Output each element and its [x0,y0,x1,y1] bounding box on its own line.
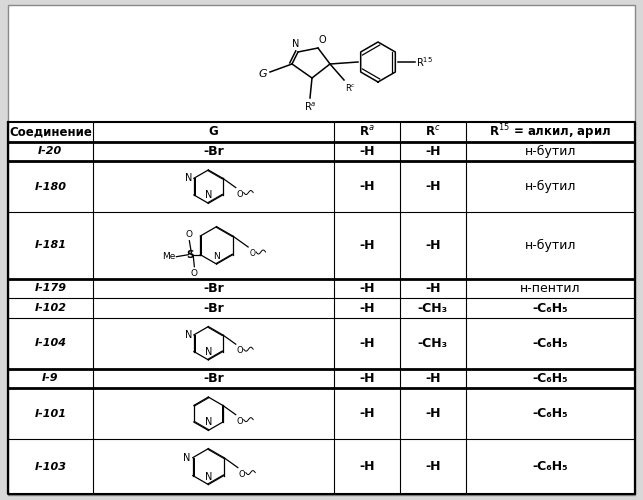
Text: O: O [237,346,243,355]
Text: N: N [204,418,212,428]
Text: N: N [185,174,192,184]
Text: N: N [293,39,300,49]
Text: -Br: -Br [203,302,224,314]
Text: -H: -H [425,407,440,420]
Text: -H: -H [359,372,375,385]
Text: -H: -H [359,336,375,349]
Text: I-180: I-180 [34,182,66,192]
Text: -Br: -Br [203,145,224,158]
Text: -C₆H₅: -C₆H₅ [532,372,568,385]
Text: -C₆H₅: -C₆H₅ [532,460,568,473]
Text: -H: -H [359,239,375,252]
Text: Соединение: Соединение [9,126,92,138]
Text: -H: -H [359,145,375,158]
Text: O: O [186,230,193,238]
Text: N: N [213,252,220,261]
Text: I-9: I-9 [42,374,59,384]
Text: I-179: I-179 [34,284,66,294]
Text: R$^c$: R$^c$ [425,125,440,139]
Text: N: N [204,190,212,200]
Text: -H: -H [359,407,375,420]
Text: O: O [249,249,255,258]
Text: R$^c$: R$^c$ [345,82,356,93]
Text: -Br: -Br [203,282,224,295]
Text: R$^a$: R$^a$ [303,101,316,114]
Text: G: G [258,69,267,79]
Text: -C₆H₅: -C₆H₅ [532,336,568,349]
Text: O: O [318,35,326,45]
Text: N: N [183,452,191,462]
Text: -CH₃: -CH₃ [418,302,448,314]
Text: -Br: -Br [203,372,224,385]
Text: R$^a$: R$^a$ [359,125,375,139]
Text: I-103: I-103 [34,462,66,471]
Text: -H: -H [359,180,375,193]
Text: н-бутил: н-бутил [525,145,576,158]
Text: S: S [186,250,194,260]
Text: н-бутил: н-бутил [525,180,576,193]
Text: -H: -H [359,302,375,314]
Text: -H: -H [425,282,440,295]
Text: -H: -H [359,460,375,473]
Text: -H: -H [425,239,440,252]
Text: O: O [191,268,198,278]
Text: N: N [185,330,192,340]
Text: N: N [204,472,212,482]
Text: I-104: I-104 [34,338,66,348]
Text: I-20: I-20 [38,146,62,156]
Text: I-102: I-102 [34,303,66,313]
Text: -C₆H₅: -C₆H₅ [532,407,568,420]
Text: -H: -H [425,180,440,193]
Text: -CH₃: -CH₃ [418,336,448,349]
Text: -C₆H₅: -C₆H₅ [532,302,568,314]
Text: G: G [208,126,218,138]
Text: I-181: I-181 [34,240,66,250]
Text: н-пентил: н-пентил [520,282,581,295]
Text: R$^{15}$ = алкил, арил: R$^{15}$ = алкил, арил [489,122,611,142]
Text: Me: Me [162,252,176,261]
Text: N: N [204,347,212,357]
Text: O: O [237,190,243,198]
Text: O: O [237,416,243,426]
Text: R$^{15}$: R$^{15}$ [416,55,433,69]
Text: I-101: I-101 [34,408,66,418]
Text: н-бутил: н-бутил [525,239,576,252]
Text: -H: -H [425,145,440,158]
FancyBboxPatch shape [8,5,635,495]
Text: -H: -H [425,460,440,473]
Text: -H: -H [425,372,440,385]
Text: O: O [239,470,246,478]
Text: -H: -H [359,282,375,295]
